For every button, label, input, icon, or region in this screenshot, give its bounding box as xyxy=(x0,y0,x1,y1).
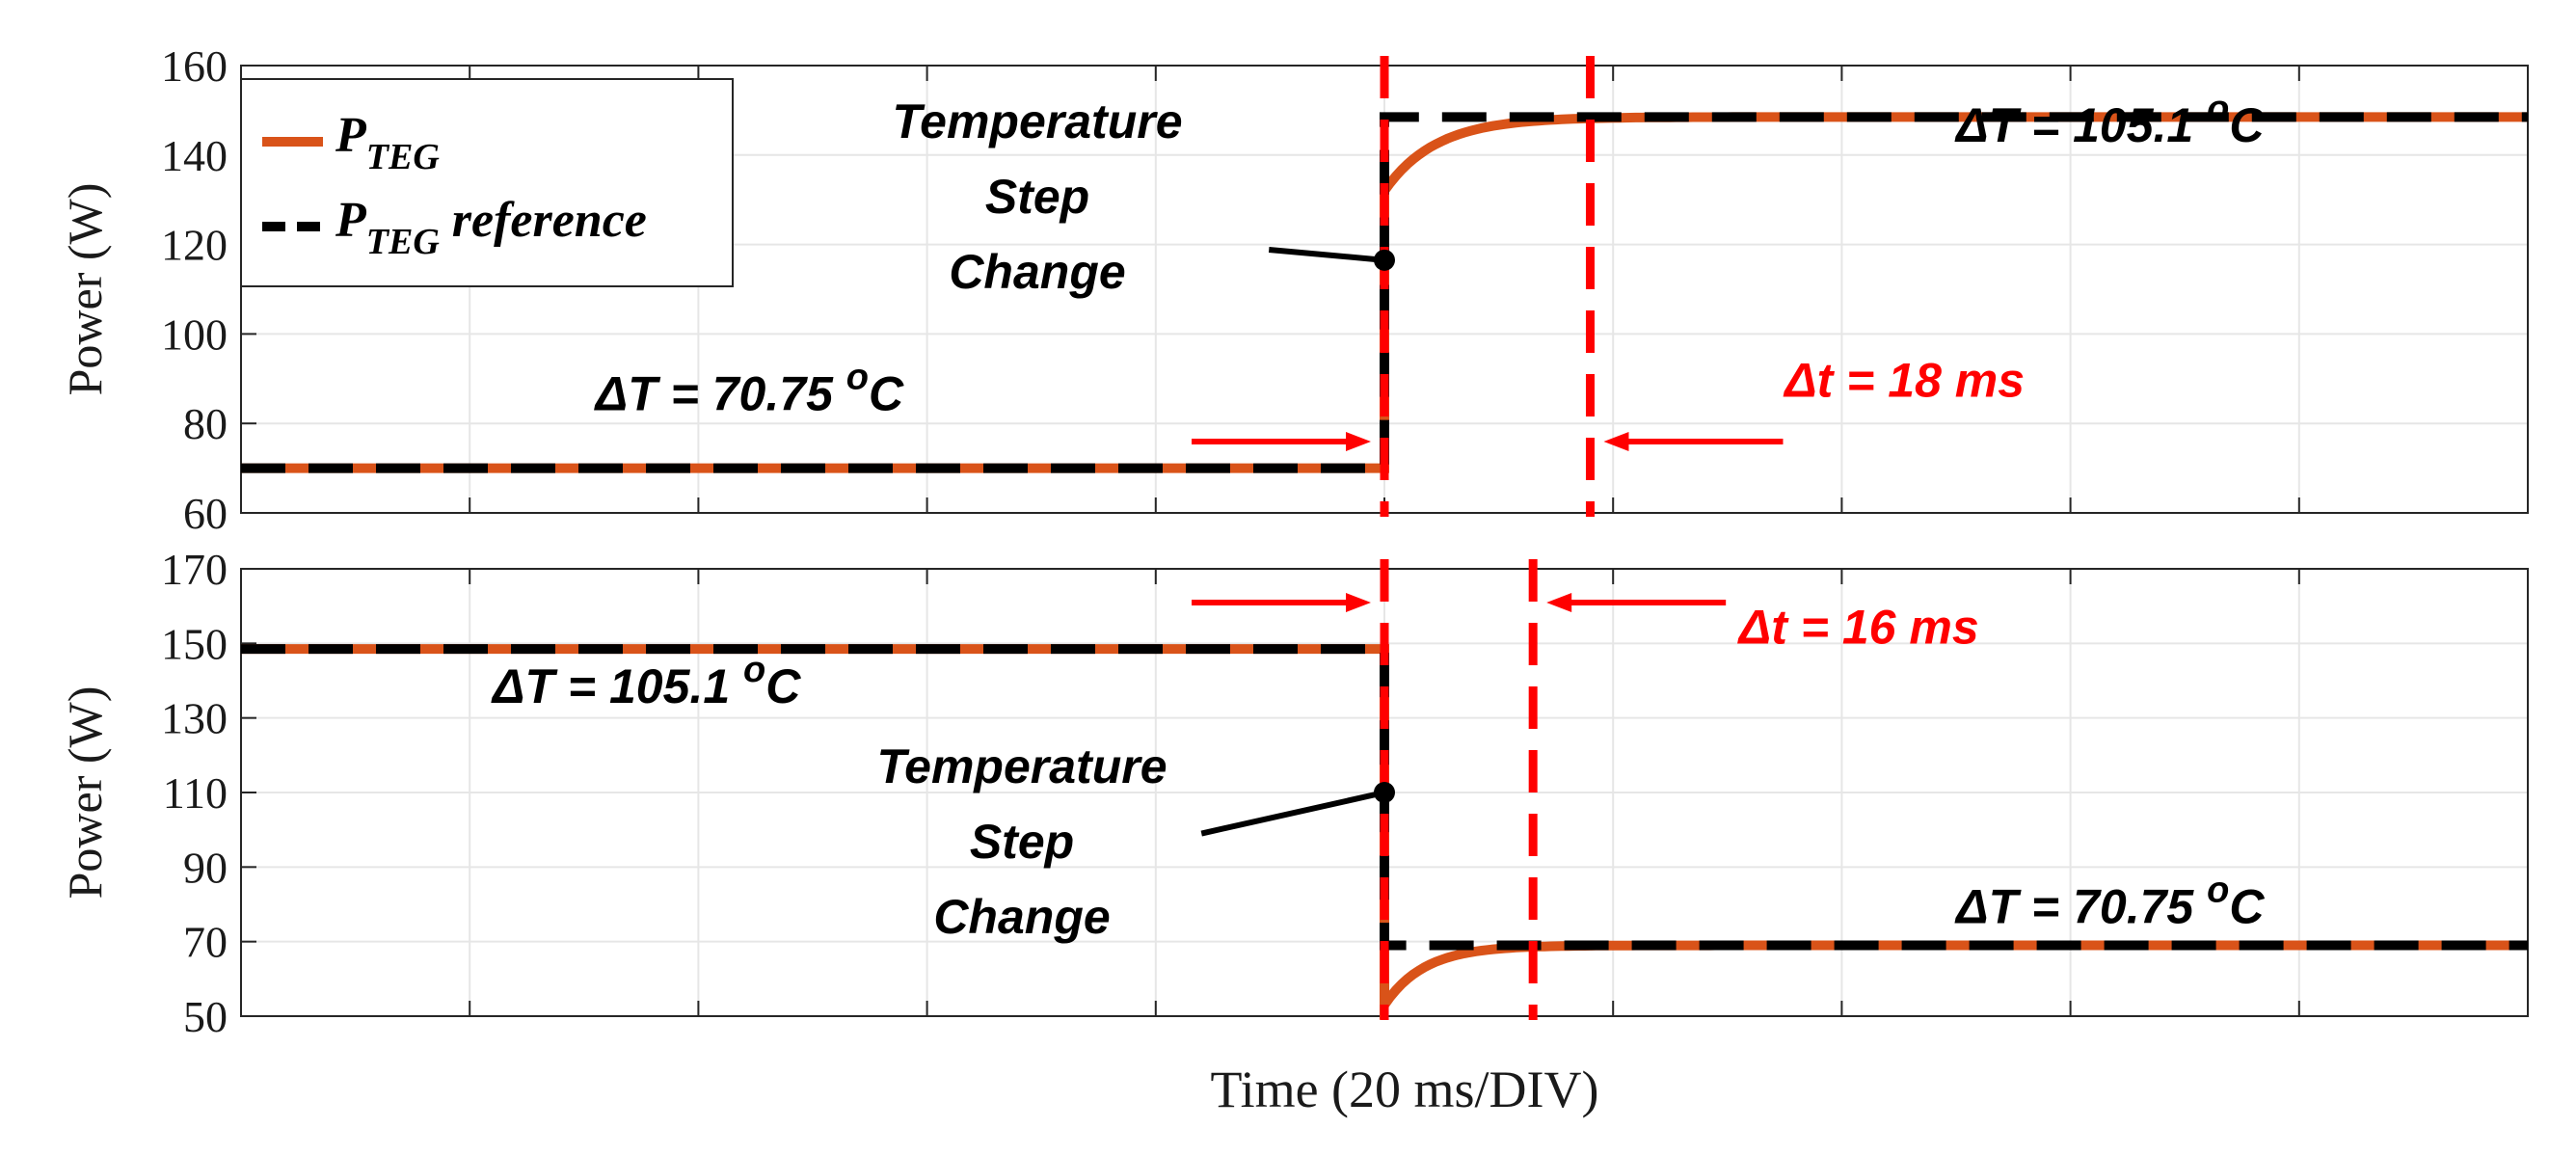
delta-t-right-label: ΔT = 70.75 oC xyxy=(1954,870,2265,933)
delta-t-left-label: ΔT = 70.75 oC xyxy=(594,357,904,420)
y-tick-label: 130 xyxy=(161,694,228,743)
arrow-into-settle-head xyxy=(1546,593,1572,612)
y-tick-label: 80 xyxy=(183,399,228,448)
step-change-label: Step xyxy=(985,170,1089,224)
series-pteg-reference xyxy=(241,112,2528,473)
step-change-label: Change xyxy=(949,245,1125,299)
delta-t-right-label: ΔT = 105.1 oC xyxy=(1954,89,2265,152)
settling-time-label: Δt = 16 ms xyxy=(1737,600,1979,654)
legend-pteg-label: PTEG xyxy=(335,108,440,177)
y-tick-label: 160 xyxy=(161,41,228,91)
step-pointer-line xyxy=(1200,790,1385,837)
y-tick-label: 120 xyxy=(161,221,228,270)
delta-t-left-label: ΔT = 105.1 oC xyxy=(491,650,801,713)
y-tick-label: 110 xyxy=(163,768,228,818)
x-axis-label: Time (20 ms/DIV) xyxy=(1210,1061,1598,1118)
y-tick-label: 100 xyxy=(161,309,228,359)
y-tick-label: 170 xyxy=(161,545,228,594)
arrow-into-settle-head xyxy=(1603,432,1629,451)
arrow-into-step-head xyxy=(1346,593,1371,612)
y-tick-label: 140 xyxy=(161,131,228,180)
legend-box xyxy=(240,78,734,287)
top-panel: 60 80 100 120 140 160 Power (W) ΔT = 70.75 oC ΔT… xyxy=(58,41,2529,538)
step-change-label: Change xyxy=(933,890,1110,944)
y-tick-label: 60 xyxy=(183,489,228,538)
step-change-label: Temperature xyxy=(876,739,1167,793)
y-tick-label: 50 xyxy=(183,992,228,1041)
y-axis-label: Power (W) xyxy=(58,686,112,900)
y-tick-label: 90 xyxy=(183,843,228,892)
step-change-label: Temperature xyxy=(892,94,1182,148)
bottom-panel: 50 70 90 110 130 150 170 Power (W) ΔT = 105.1 oC… xyxy=(58,545,2529,1041)
y-tick-label: 70 xyxy=(183,918,228,967)
arrow-into-step-head xyxy=(1346,432,1371,451)
y-axis-label: Power (W) xyxy=(58,183,112,396)
y-tick-label: 150 xyxy=(161,619,228,668)
legend-reference-label: PTEG reference xyxy=(335,193,647,262)
step-pointer-dot xyxy=(1374,782,1395,803)
step-pointer-dot xyxy=(1374,249,1395,271)
step-pointer-line xyxy=(1268,246,1385,263)
legend: PTEG PTEG reference xyxy=(240,78,734,287)
settling-time-label: Δt = 18 ms xyxy=(1783,353,2025,407)
step-change-label: Step xyxy=(970,815,1074,869)
